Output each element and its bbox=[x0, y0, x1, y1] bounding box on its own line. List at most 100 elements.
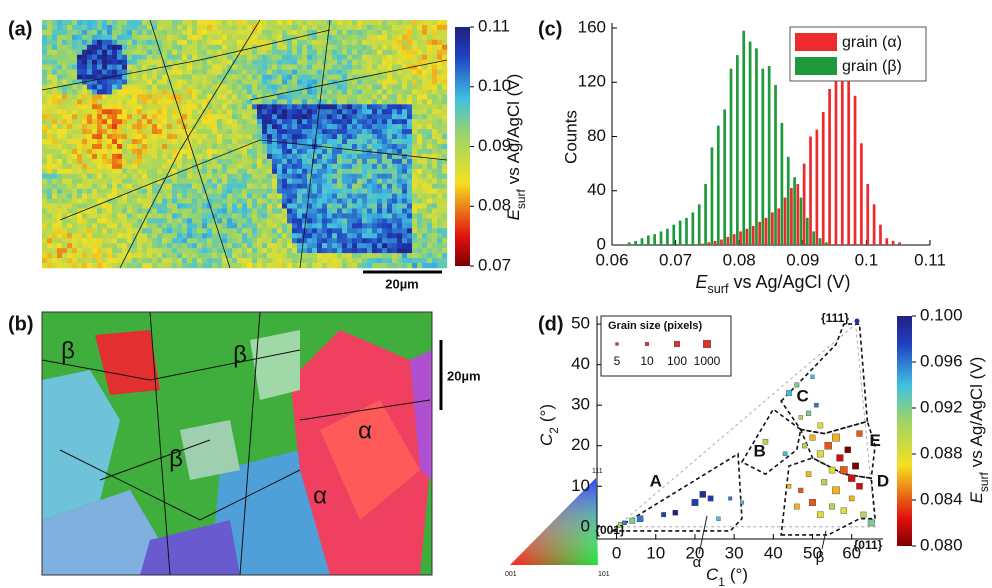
map-cell bbox=[222, 119, 228, 125]
map-cell bbox=[342, 124, 348, 130]
map-cell bbox=[317, 39, 323, 46]
map-cell bbox=[107, 139, 113, 145]
map-cell bbox=[147, 44, 153, 50]
map-cell bbox=[187, 253, 193, 259]
map-cell bbox=[132, 144, 138, 150]
map-cell bbox=[87, 223, 93, 229]
map-cell bbox=[352, 139, 358, 145]
map-cell bbox=[112, 213, 118, 219]
map-cell bbox=[262, 139, 268, 145]
map-cell bbox=[207, 104, 213, 110]
map-cell bbox=[202, 59, 208, 65]
map-cell bbox=[127, 99, 133, 105]
map-cell bbox=[102, 119, 108, 125]
map-cell bbox=[222, 243, 228, 249]
map-cell bbox=[292, 213, 298, 219]
map-cell bbox=[362, 84, 368, 90]
map-cell bbox=[187, 243, 193, 249]
map-cell bbox=[252, 188, 258, 194]
map-cell bbox=[132, 99, 138, 105]
map-cell bbox=[177, 258, 183, 264]
map-cell bbox=[312, 163, 318, 170]
map-cell bbox=[432, 158, 438, 165]
map-cell bbox=[297, 203, 303, 209]
map-cell bbox=[217, 99, 223, 105]
map-cell bbox=[347, 228, 353, 234]
map-cell bbox=[432, 228, 438, 234]
map-cell bbox=[132, 124, 138, 130]
map-cell bbox=[307, 74, 313, 80]
bar bbox=[771, 212, 774, 245]
map-cell bbox=[307, 228, 313, 234]
map-cell bbox=[97, 119, 103, 125]
map-cell bbox=[247, 163, 253, 170]
map-cell bbox=[442, 144, 448, 150]
map-cell bbox=[97, 153, 103, 160]
map-cell bbox=[402, 173, 408, 179]
map-cell bbox=[232, 183, 238, 189]
map-cell bbox=[137, 183, 143, 189]
map-cell bbox=[77, 104, 83, 110]
bar bbox=[812, 231, 816, 245]
map-cell bbox=[72, 173, 78, 179]
map-cell bbox=[137, 24, 143, 31]
map-cell bbox=[302, 203, 308, 209]
bar bbox=[799, 197, 803, 245]
map-cell bbox=[442, 203, 448, 209]
map-cell bbox=[62, 213, 68, 219]
map-cell bbox=[277, 44, 283, 50]
size-legend-marker bbox=[703, 340, 711, 348]
map-cell bbox=[337, 59, 343, 65]
map-cell bbox=[377, 213, 383, 219]
map-cell bbox=[162, 109, 168, 115]
map-cell bbox=[232, 243, 238, 249]
map-cell bbox=[287, 218, 293, 224]
map-cell bbox=[247, 178, 253, 184]
map-cell bbox=[317, 129, 323, 135]
map-cell bbox=[337, 84, 343, 90]
map-cell bbox=[417, 59, 423, 65]
map-cell bbox=[122, 203, 128, 209]
map-cell bbox=[292, 158, 298, 165]
map-cell bbox=[372, 168, 378, 174]
map-cell bbox=[332, 104, 338, 110]
map-cell bbox=[47, 213, 53, 219]
map-cell bbox=[217, 94, 223, 100]
map-cell bbox=[172, 44, 178, 50]
map-cell bbox=[252, 74, 258, 80]
map-cell bbox=[332, 158, 338, 165]
map-cell bbox=[377, 248, 383, 254]
map-cell bbox=[197, 20, 203, 26]
map-cell bbox=[367, 139, 373, 145]
map-cell bbox=[327, 253, 333, 259]
map-cell bbox=[242, 238, 248, 244]
map-cell bbox=[122, 258, 128, 264]
map-cell bbox=[192, 24, 198, 31]
map-cell bbox=[322, 99, 328, 105]
map-cell bbox=[207, 258, 213, 264]
map-cell bbox=[367, 20, 373, 26]
map-cell bbox=[137, 218, 143, 224]
map-cell bbox=[92, 188, 98, 194]
map-cell bbox=[52, 44, 58, 50]
map-cell bbox=[327, 258, 333, 264]
map-cell bbox=[402, 258, 408, 264]
grain-boundary bbox=[249, 59, 448, 101]
map-cell bbox=[77, 49, 83, 55]
map-cell bbox=[137, 84, 143, 90]
map-cell bbox=[327, 89, 333, 95]
map-cell bbox=[92, 178, 98, 184]
bar bbox=[783, 197, 787, 245]
map-cell bbox=[287, 64, 293, 70]
map-cell bbox=[127, 134, 133, 140]
map-cell bbox=[127, 94, 133, 100]
map-cell bbox=[267, 129, 273, 135]
map-cell bbox=[112, 183, 118, 189]
map-cell bbox=[242, 183, 248, 189]
map-cell bbox=[312, 104, 318, 110]
map-cell bbox=[197, 129, 203, 135]
map-cell bbox=[287, 79, 293, 85]
map-cell bbox=[182, 233, 188, 239]
map-cell bbox=[77, 124, 83, 130]
map-cell bbox=[352, 79, 358, 85]
